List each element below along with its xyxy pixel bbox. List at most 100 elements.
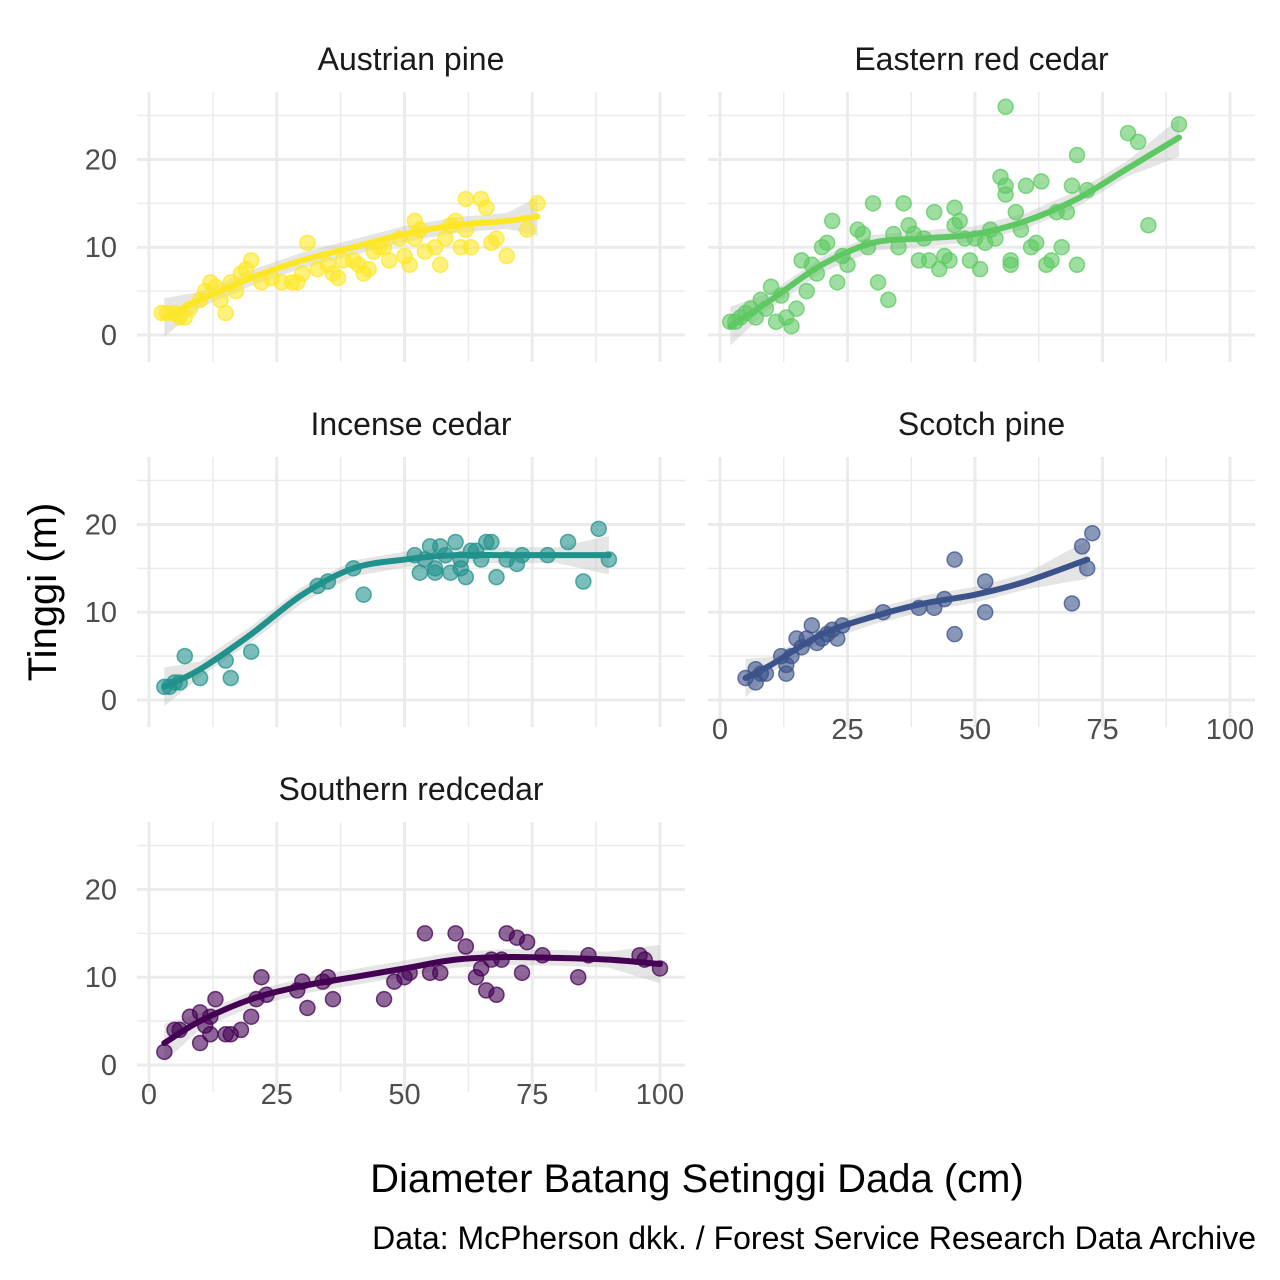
- data-point: [457, 190, 475, 208]
- confidence-band-scotch-pine: [745, 540, 1088, 698]
- grid-eastern-red-cedar: [708, 92, 1255, 362]
- trend-line-austrian-pine: [161, 213, 541, 321]
- data-point: [432, 964, 449, 982]
- data-point: [559, 533, 577, 551]
- data-point: [575, 573, 592, 590]
- grid-incense-cedar: [137, 457, 685, 727]
- panel-scotch-pine: Scotch pine 0 25 50 75 100: [708, 406, 1255, 746]
- data-point: [951, 212, 968, 230]
- x-tick-label: 75: [1086, 714, 1118, 746]
- data-point: [447, 533, 464, 551]
- panels-layer: Austrian pine 0 10 20 Eastern red cedar Incen…: [85, 41, 1255, 1111]
- panel-title-incense-cedar: Incense cedar: [310, 406, 511, 442]
- panel-eastern-red-cedar: Eastern red cedar: [708, 41, 1255, 362]
- data-point: [829, 274, 846, 291]
- data-point: [483, 533, 500, 551]
- data-point: [529, 195, 546, 212]
- data-point: [222, 669, 240, 687]
- y-tick-label: 10: [85, 597, 117, 629]
- data-point: [447, 925, 464, 942]
- data-point: [207, 990, 224, 1008]
- data-point: [569, 968, 587, 986]
- data-point: [478, 199, 495, 216]
- data-point: [360, 260, 377, 278]
- data-point: [946, 551, 963, 568]
- trend-line-eastern-red-cedar: [727, 134, 1182, 330]
- trend-line-southern-redcedar: [161, 953, 663, 1047]
- data-point: [1063, 595, 1081, 612]
- points-scotch-pine: [737, 524, 1101, 691]
- panel-austrian-pine: Austrian pine 0 10 20: [85, 41, 685, 362]
- data-point: [1033, 173, 1050, 190]
- chart-caption: Data: McPherson dkk. / Forest Service Re…: [372, 1220, 1256, 1256]
- points-incense-cedar: [156, 520, 618, 696]
- data-point: [783, 317, 800, 335]
- data-point: [1053, 238, 1070, 256]
- y-tick-label: 0: [101, 685, 117, 717]
- data-point: [798, 282, 815, 300]
- x-tick-label: 100: [636, 1079, 684, 1111]
- data-point: [895, 195, 912, 212]
- data-point: [869, 274, 887, 291]
- data-point: [518, 933, 536, 951]
- data-point: [1007, 203, 1025, 221]
- data-point: [864, 195, 882, 212]
- points-southern-redcedar: [156, 925, 669, 1061]
- x-tick-label: 0: [712, 714, 728, 746]
- data-point: [242, 252, 260, 269]
- data-point: [156, 1043, 173, 1061]
- x-tick-label: 50: [959, 714, 991, 746]
- x-tick-label: 25: [261, 1079, 293, 1111]
- data-point: [457, 568, 475, 586]
- data-point: [1002, 252, 1019, 269]
- data-point: [880, 291, 897, 309]
- y-tick-label: 0: [101, 1050, 117, 1082]
- y-tick-label: 10: [85, 232, 117, 264]
- data-point: [242, 643, 260, 660]
- data-point: [976, 603, 994, 621]
- y-tick-label: 10: [85, 962, 117, 994]
- data-point: [416, 925, 434, 942]
- panel-title-eastern-red-cedar: Eastern red cedar: [854, 41, 1109, 77]
- x-axis-title: Diameter Batang Setinggi Dada (cm): [370, 1157, 1024, 1201]
- data-point: [1073, 538, 1091, 555]
- data-point: [818, 234, 836, 252]
- data-point: [590, 520, 607, 538]
- grid-southern-redcedar: [137, 822, 685, 1092]
- data-point: [242, 1008, 260, 1025]
- data-point: [299, 234, 316, 252]
- y-tick-label: 20: [85, 144, 117, 176]
- data-point: [1017, 177, 1035, 195]
- data-point: [401, 256, 418, 274]
- data-point: [518, 221, 536, 238]
- x-tick-label: 75: [516, 1079, 548, 1111]
- y-tick-label: 20: [85, 509, 117, 541]
- data-point: [513, 964, 531, 982]
- data-point: [202, 1026, 219, 1043]
- data-point: [329, 269, 347, 287]
- data-point: [803, 617, 821, 634]
- data-point: [457, 938, 475, 955]
- grid-austrian-pine: [137, 92, 685, 362]
- data-point: [426, 564, 444, 581]
- panel-title-southern-redcedar: Southern redcedar: [278, 771, 543, 807]
- data-point: [253, 968, 270, 986]
- data-point: [971, 260, 989, 278]
- y-tick-label: 20: [85, 874, 117, 906]
- data-point: [432, 256, 449, 274]
- data-point: [1129, 133, 1147, 151]
- data-point: [1068, 256, 1086, 274]
- data-point: [488, 568, 505, 586]
- data-point: [1170, 116, 1188, 133]
- x-tick-label: 100: [1206, 714, 1254, 746]
- panel-incense-cedar: Incense cedar 0 10 20: [85, 406, 685, 727]
- data-point: [976, 573, 994, 590]
- data-point: [217, 304, 234, 322]
- panel-title-scotch-pine: Scotch pine: [898, 406, 1065, 442]
- data-point: [941, 252, 958, 269]
- trend-line-incense-cedar: [161, 551, 612, 690]
- data-point: [488, 230, 505, 247]
- y-axis-title: Tinggi (m): [21, 503, 65, 682]
- points-eastern-red-cedar: [721, 98, 1188, 335]
